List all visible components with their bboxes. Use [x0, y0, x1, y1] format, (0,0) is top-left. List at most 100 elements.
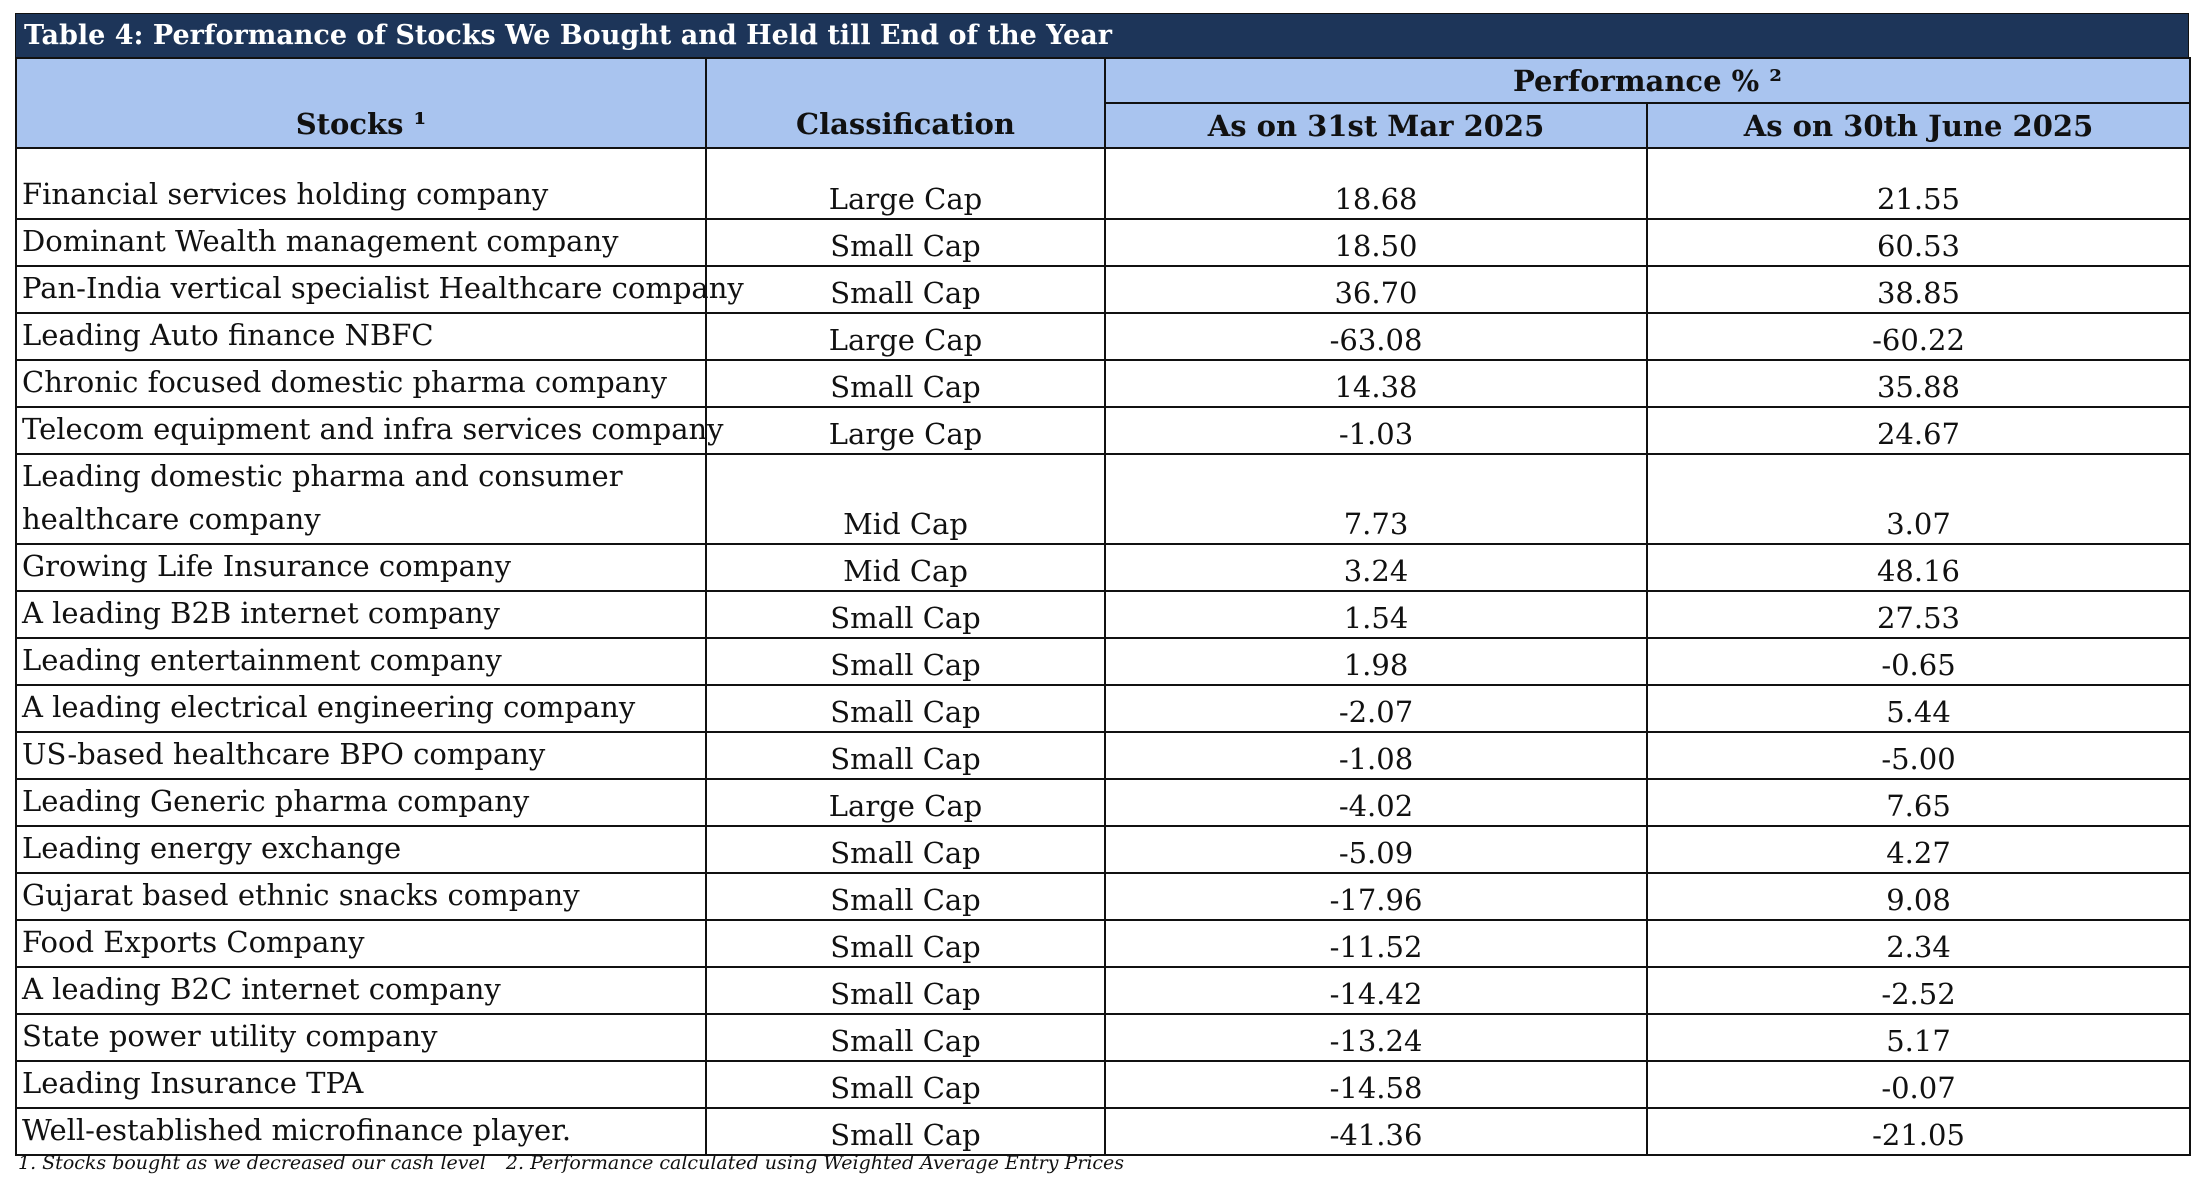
stock-name-cell: Leading domestic pharma and consumer hea…	[15, 453, 707, 545]
stocks-performance-table: Stocks ¹ Classification Performance % ² …	[15, 57, 2192, 1156]
footnotes: 1. Stocks bought as we decreased our cas…	[18, 1152, 1138, 1174]
table-row: Telecom equipment and infra services com…	[15, 406, 2192, 455]
classification-cell: Small Cap	[705, 872, 1106, 921]
performance-jun-cell: 5.44	[1645, 684, 2192, 733]
header-as-on-jun: As on 30th June 2025	[1645, 102, 2192, 149]
stock-name-cell: US-based healthcare BPO company	[15, 731, 707, 780]
classification-cell: Small Cap	[705, 1107, 1106, 1156]
stock-name-cell: Well-established microfinance player.	[15, 1107, 707, 1156]
performance-mar-cell: -2.07	[1104, 684, 1648, 733]
classification-cell: Small Cap	[705, 265, 1106, 314]
table-row: Financial services holding company Large …	[15, 147, 2192, 220]
header-as-on-mar: As on 31st Mar 2025	[1104, 102, 1648, 149]
performance-jun-cell: -60.22	[1645, 312, 2192, 361]
performance-mar-cell: 7.73	[1104, 453, 1648, 545]
classification-cell: Small Cap	[705, 218, 1106, 267]
performance-jun-cell: -0.07	[1645, 1060, 2192, 1109]
stock-name-cell: State power utility company	[15, 1013, 707, 1062]
table-row: Leading domestic pharma and consumer hea…	[15, 453, 2192, 545]
performance-jun-cell: 21.55	[1645, 147, 2192, 220]
footnote-2: 2. Performance calculated using Weighted…	[505, 1152, 1125, 1174]
performance-mar-cell: -17.96	[1104, 872, 1648, 921]
table-row: Well-established microfinance player. Sma…	[15, 1107, 2192, 1156]
classification-cell: Small Cap	[705, 731, 1106, 780]
classification-cell: Mid Cap	[705, 453, 1106, 545]
header-stocks: Stocks ¹	[15, 57, 707, 149]
stock-name-cell: Food Exports Company	[15, 919, 707, 968]
table-row: A leading electrical engineering company…	[15, 684, 2192, 733]
performance-mar-cell: -11.52	[1104, 919, 1648, 968]
header-performance: Performance % ²	[1103, 57, 2192, 104]
stock-name-cell: Telecom equipment and infra services com…	[15, 406, 724, 455]
performance-jun-cell: 27.53	[1645, 590, 2192, 639]
performance-mar-cell: -13.24	[1104, 1013, 1648, 1062]
stock-name-cell: Growing Life Insurance company	[15, 543, 707, 592]
performance-mar-cell: 3.24	[1104, 543, 1648, 592]
performance-mar-cell: 18.68	[1104, 147, 1648, 220]
classification-cell: Small Cap	[705, 919, 1106, 968]
table-row: Leading energy exchange Small Cap -5.09 4.2…	[15, 825, 2192, 874]
table-row: Gujarat based ethnic snacks company Small…	[15, 872, 2192, 921]
performance-jun-cell: 3.07	[1645, 453, 2192, 545]
performance-mar-cell: -41.36	[1104, 1107, 1648, 1156]
classification-cell: Small Cap	[705, 966, 1106, 1015]
performance-jun-cell: 4.27	[1645, 825, 2192, 874]
classification-cell: Small Cap	[705, 1013, 1106, 1062]
performance-mar-cell: -14.42	[1104, 966, 1648, 1015]
performance-mar-cell: -1.03	[1104, 406, 1648, 455]
classification-cell: Small Cap	[705, 637, 1106, 686]
stock-name-cell: Leading entertainment company	[15, 637, 707, 686]
classification-cell: Small Cap	[705, 590, 1106, 639]
stock-name-cell: Leading energy exchange	[15, 825, 707, 874]
performance-jun-cell: 38.85	[1645, 265, 2192, 314]
stock-name-cell: A leading B2C internet company	[15, 966, 707, 1015]
performance-mar-cell: 1.98	[1104, 637, 1648, 686]
table-row: Pan-India vertical specialist Healthcare…	[15, 265, 2192, 314]
performance-jun-cell: 9.08	[1645, 872, 2192, 921]
performance-jun-cell: 60.53	[1645, 218, 2192, 267]
table-row: Leading entertainment company Small Cap 1.…	[15, 637, 2192, 686]
table-row: A leading B2B internet company Small Cap 1…	[15, 590, 2192, 639]
performance-jun-cell: 48.16	[1645, 543, 2192, 592]
stock-name-cell: Chronic focused domestic pharma company	[15, 359, 707, 408]
stock-name-cell: Gujarat based ethnic snacks company	[15, 872, 707, 921]
performance-jun-cell: 7.65	[1645, 778, 2192, 827]
performance-jun-cell: -0.65	[1645, 637, 2192, 686]
performance-mar-cell: 36.70	[1104, 265, 1648, 314]
performance-jun-cell: -5.00	[1645, 731, 2192, 780]
performance-mar-cell: -63.08	[1104, 312, 1648, 361]
classification-cell: Large Cap	[705, 312, 1106, 361]
performance-mar-cell: 18.50	[1104, 218, 1648, 267]
stock-name-cell: Financial services holding company	[15, 147, 707, 220]
classification-cell: Large Cap	[705, 147, 1106, 220]
performance-mar-cell: -5.09	[1104, 825, 1648, 874]
stock-name-cell: Leading Generic pharma company	[15, 778, 707, 827]
performance-mar-cell: 1.54	[1104, 590, 1648, 639]
table-body: Financial services holding company Large …	[15, 147, 2192, 1156]
performance-mar-cell: 14.38	[1104, 359, 1648, 408]
stock-name-cell: Pan-India vertical specialist Healthcare…	[15, 265, 744, 314]
table-row: Growing Life Insurance company Mid Cap 3.2…	[15, 543, 2192, 592]
stock-name-cell: Dominant Wealth management company	[15, 218, 707, 267]
performance-jun-cell: 35.88	[1645, 359, 2192, 408]
header-classification: Classification	[705, 57, 1106, 149]
stock-name-cell: A leading B2B internet company	[15, 590, 707, 639]
performance-mar-cell: -4.02	[1104, 778, 1648, 827]
classification-cell: Small Cap	[705, 1060, 1106, 1109]
performance-jun-cell: -2.52	[1645, 966, 2192, 1015]
performance-jun-cell: 24.67	[1645, 406, 2192, 455]
classification-cell: Large Cap	[705, 778, 1106, 827]
table-row: Chronic focused domestic pharma company S…	[15, 359, 2192, 408]
performance-jun-cell: 5.17	[1645, 1013, 2192, 1062]
stock-name-cell: Leading Auto finance NBFC	[15, 312, 707, 361]
classification-cell: Small Cap	[705, 825, 1106, 874]
table-row: Leading Insurance TPA Small Cap -14.58 -0.0…	[15, 1060, 2192, 1109]
performance-jun-cell: 2.34	[1645, 919, 2192, 968]
classification-cell: Large Cap	[705, 406, 1106, 455]
performance-mar-cell: -1.08	[1104, 731, 1648, 780]
table-row: A leading B2C internet company Small Cap -…	[15, 966, 2192, 1015]
stock-name-cell: A leading electrical engineering company	[15, 684, 707, 733]
performance-mar-cell: -14.58	[1104, 1060, 1648, 1109]
classification-cell: Small Cap	[705, 684, 1106, 733]
table-title: Table 4: Performance of Stocks We Bought…	[15, 13, 2189, 57]
